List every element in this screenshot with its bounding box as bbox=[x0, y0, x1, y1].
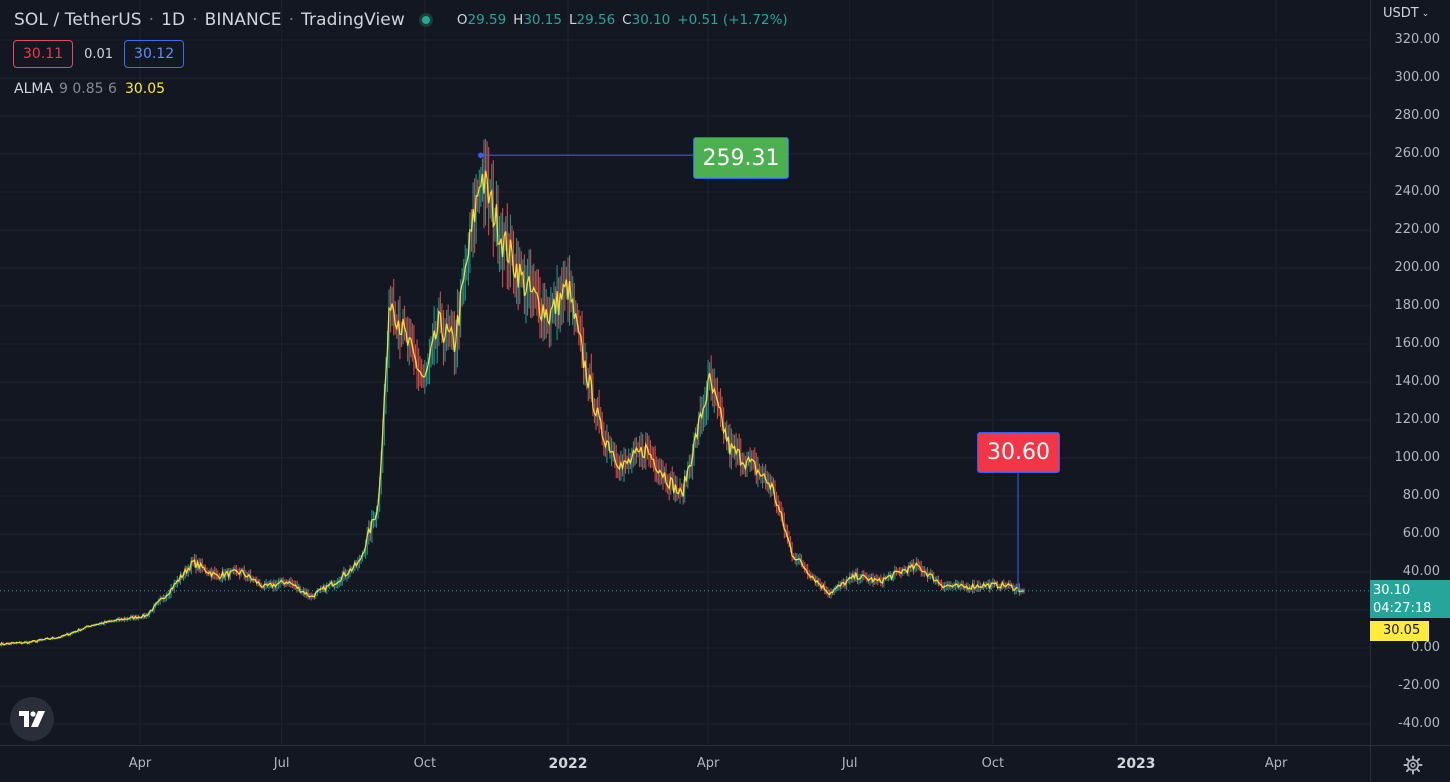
ohlc-high-label: H bbox=[513, 12, 524, 28]
market-open-icon[interactable] bbox=[418, 13, 433, 27]
time-axis-label: 2023 bbox=[1116, 756, 1156, 772]
tradingview-logo-glyph bbox=[19, 711, 45, 727]
price-axis-label: 320.00 bbox=[1394, 32, 1441, 47]
separator-dot: · bbox=[288, 10, 295, 30]
time-axis-label: Apr bbox=[128, 756, 152, 771]
ohlc-close-value: 30.10 bbox=[631, 12, 671, 28]
time-axis-label: 2022 bbox=[548, 756, 588, 772]
price-axis-label: 220.00 bbox=[1394, 222, 1441, 237]
indicator-params: 9 0.85 6 bbox=[59, 81, 117, 97]
price-axis-label: 300.00 bbox=[1394, 70, 1441, 85]
price-annotations bbox=[478, 152, 1025, 591]
separator-dot: · bbox=[148, 10, 155, 30]
ohlc-change: +0.51 (+1.72%) bbox=[677, 12, 788, 28]
interval-label[interactable]: 1D bbox=[161, 10, 186, 30]
price-axis-label: 120.00 bbox=[1394, 412, 1441, 427]
alma-price-tag: 30.05 bbox=[1370, 621, 1429, 641]
exchange-label: BINANCE bbox=[204, 10, 282, 30]
alma-indicator-line bbox=[0, 170, 1024, 646]
buy-sell-panel: 30.11 0.01 30.12 bbox=[13, 40, 185, 68]
chart-grid bbox=[0, 0, 1370, 745]
price-axis-label: 160.00 bbox=[1394, 336, 1441, 351]
price-axis-label: 40.00 bbox=[1402, 564, 1440, 579]
ohlc-low: L 29.56 bbox=[569, 12, 615, 28]
ohlc-close: C 30.10 bbox=[622, 12, 670, 28]
high-price-label[interactable]: 259.31 bbox=[693, 137, 789, 179]
price-axis-label: 100.00 bbox=[1394, 450, 1441, 465]
high-annotation-point bbox=[478, 152, 484, 159]
currency-label: USDT bbox=[1383, 6, 1419, 21]
price-axis-label: 180.00 bbox=[1394, 298, 1441, 313]
time-axis-label: Apr bbox=[1264, 756, 1288, 771]
tradingview-logo-icon[interactable] bbox=[10, 697, 54, 741]
time-axis-label: Jul bbox=[273, 756, 290, 771]
time-axis-label: Apr bbox=[696, 756, 720, 771]
price-axis-label: 280.00 bbox=[1394, 108, 1441, 123]
price-axis-label: 140.00 bbox=[1394, 374, 1441, 389]
price-axis-label: 80.00 bbox=[1402, 488, 1440, 503]
ohlc-low-label: L bbox=[568, 12, 577, 28]
last-price-value: 30.10 bbox=[1373, 583, 1411, 598]
provider-label: TradingView bbox=[301, 10, 405, 30]
chevron-down-icon: ⌄ bbox=[1421, 8, 1430, 19]
ohlc-high: H 30.15 bbox=[513, 12, 562, 28]
ohlc-open: O 29.59 bbox=[457, 12, 506, 28]
low-price-label[interactable]: 30.60 bbox=[977, 432, 1060, 473]
price-axis-label: -40.00 bbox=[1398, 716, 1440, 731]
ohlc-low-value: 29.56 bbox=[576, 12, 616, 28]
gear-glyph bbox=[1403, 755, 1423, 775]
time-axis-label: Jul bbox=[841, 756, 858, 771]
price-axis-label: 60.00 bbox=[1402, 526, 1440, 541]
price-axis-label: 0.00 bbox=[1411, 640, 1440, 655]
sell-button[interactable]: 30.11 bbox=[13, 40, 74, 68]
ohlc-close-label: C bbox=[622, 12, 632, 28]
symbol-title[interactable]: SOL / TetherUS bbox=[14, 10, 142, 30]
bar-countdown: 04:27:18 bbox=[1373, 601, 1432, 616]
price-axis-label: 240.00 bbox=[1394, 184, 1441, 199]
ohlc-open-value: 29.59 bbox=[467, 12, 507, 28]
time-axis-label: Oct bbox=[981, 756, 1005, 771]
indicator-legend[interactable]: ALMA 9 0.85 6 30.05 bbox=[14, 81, 165, 97]
time-axis-label: Oct bbox=[413, 756, 437, 771]
last-price-tag: 30.10 04:27:18 bbox=[1370, 580, 1450, 618]
indicator-name: ALMA bbox=[14, 81, 54, 97]
buy-button[interactable]: 30.12 bbox=[124, 40, 185, 68]
ohlc-open-label: O bbox=[456, 12, 468, 28]
gear-icon[interactable] bbox=[1402, 754, 1424, 776]
price-axis-label: -20.00 bbox=[1398, 678, 1440, 693]
spread-value: 0.01 bbox=[84, 46, 114, 62]
legend-header: SOL / TetherUS · 1D · BINANCE · TradingV… bbox=[14, 9, 788, 31]
price-axis-label: 200.00 bbox=[1394, 260, 1441, 275]
price-axis-label: 260.00 bbox=[1394, 146, 1441, 161]
currency-selector[interactable]: USDT ⌄ bbox=[1383, 6, 1429, 21]
ohlc-high-value: 30.15 bbox=[523, 12, 562, 28]
separator-dot: · bbox=[192, 10, 198, 30]
indicator-value: 30.05 bbox=[124, 81, 166, 97]
price-series bbox=[0, 138, 1370, 647]
market-open-dot bbox=[421, 16, 430, 24]
